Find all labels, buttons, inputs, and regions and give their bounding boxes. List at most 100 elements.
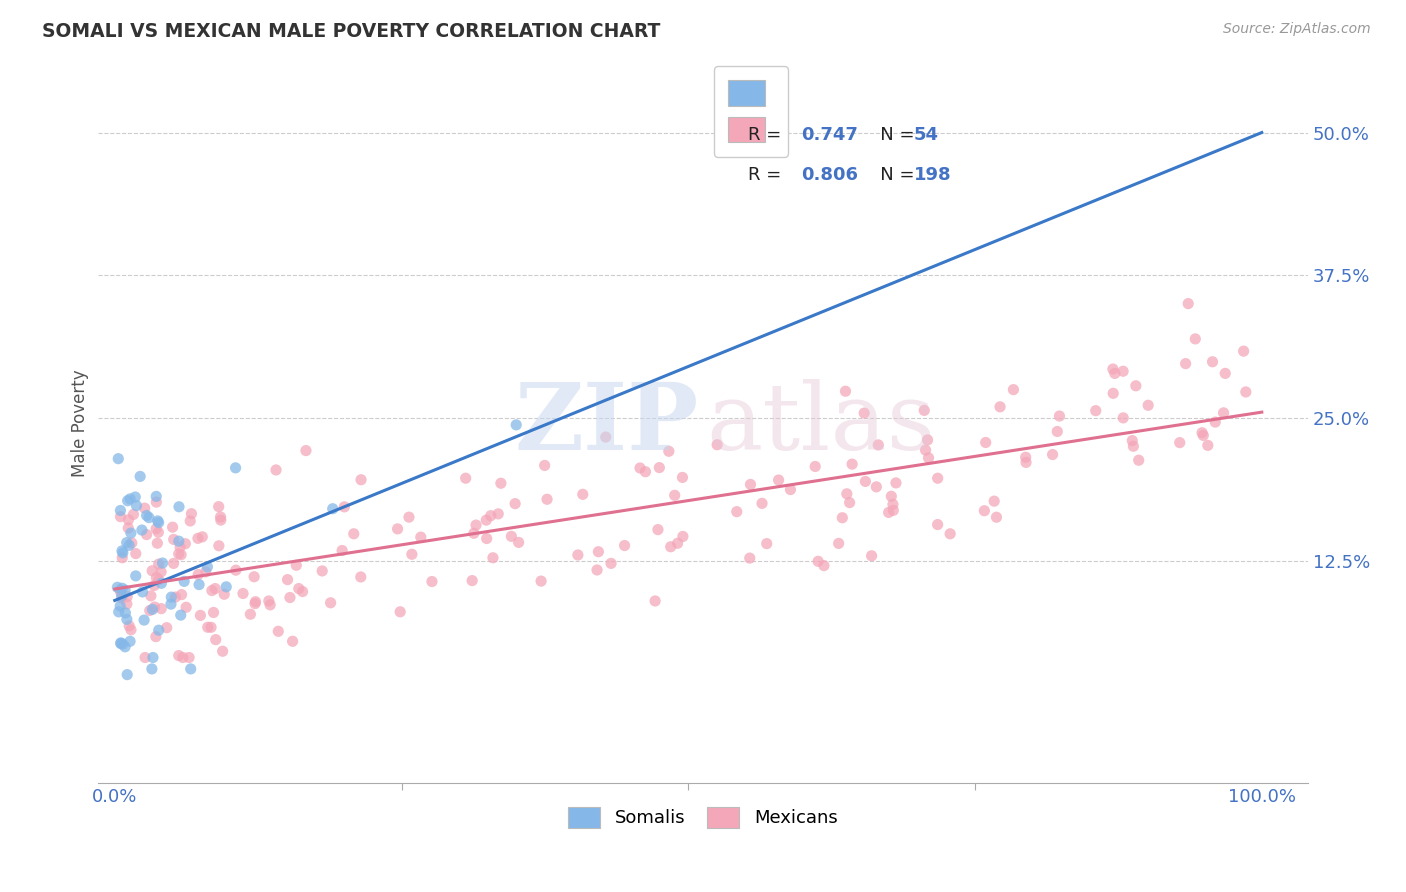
Point [333,500,356,514]
Point [613,539,636,553]
Point [479,508,502,523]
Point [139,603,162,617]
Point [571,487,593,501]
Point [508,535,530,549]
Point [115,612,138,626]
Point [664,488,686,502]
Point [204,582,226,596]
Point [239,607,262,622]
Text: 0.806: 0.806 [801,166,858,184]
Point [132,613,155,627]
Point [211,644,233,658]
Point [501,529,523,543]
Point [212,587,235,601]
Point [117,521,139,535]
Point [131,523,153,537]
Point [917,433,939,447]
Point [877,505,900,519]
Point [110,503,132,517]
Point [202,606,225,620]
Point [319,596,342,610]
Point [1197,438,1219,452]
Point [1177,296,1199,310]
Text: atlas: atlas [706,378,935,468]
Point [647,523,669,537]
Point [190,608,212,623]
Point [503,497,526,511]
Point [124,490,146,504]
Point [117,513,139,527]
Point [751,496,773,510]
Point [295,443,318,458]
Point [120,623,142,637]
Point [110,509,132,524]
Point [156,621,179,635]
Point [807,554,830,568]
Point [350,473,373,487]
Point [1046,425,1069,439]
Point [145,570,167,584]
Point [143,600,166,615]
Point [204,632,226,647]
Point [1184,332,1206,346]
Point [148,516,170,530]
Point [118,619,141,633]
Point [172,650,194,665]
Point [659,540,682,554]
Point [139,589,162,603]
Point [125,499,148,513]
Point [107,451,129,466]
Point [475,513,498,527]
Point [330,543,353,558]
Point [853,406,876,420]
Point [465,518,488,533]
Point [880,489,903,503]
Point [160,590,183,604]
Point [838,495,860,509]
Point [110,636,132,650]
Point [145,495,167,509]
Point [162,557,184,571]
Point [111,589,134,603]
Point [567,548,589,562]
Point [868,438,890,452]
Point [1112,410,1135,425]
Point [1122,439,1144,453]
Point [1192,428,1215,442]
Point [281,634,304,648]
Point [114,583,136,598]
Point [148,557,170,571]
Point [209,513,232,527]
Point [141,602,163,616]
Point [398,510,420,524]
Text: 0.747: 0.747 [801,126,858,144]
Point [461,574,484,588]
Point [145,630,167,644]
Point [179,514,201,528]
Point [853,475,876,489]
Point [912,403,935,417]
Point [1213,367,1236,381]
Point [882,503,904,517]
Point [187,532,209,546]
Point [129,469,152,483]
Point [1128,453,1150,467]
Point [165,590,187,604]
Point [387,522,409,536]
Point [148,525,170,540]
Point [409,530,432,544]
Point [197,560,219,574]
Point [285,558,308,573]
Point [401,547,423,561]
Point [225,563,247,577]
Point [118,538,141,552]
Point [768,473,790,487]
Point [114,606,136,620]
Point [146,536,169,550]
Point [827,536,849,550]
Point [1112,364,1135,378]
Point [779,483,801,497]
Point [120,491,142,506]
Point [917,450,939,465]
Point [834,384,856,399]
